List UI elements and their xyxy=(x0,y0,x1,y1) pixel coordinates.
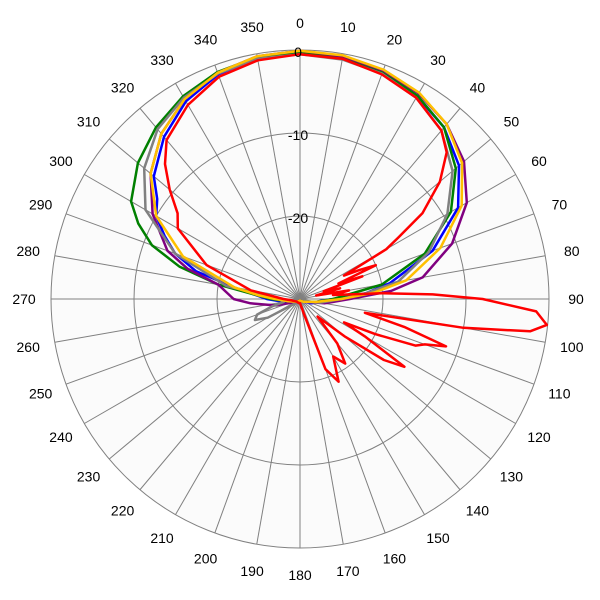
angle-tick-label: 10 xyxy=(340,19,356,35)
grid-spoke xyxy=(108,138,301,300)
angle-tick-label: 260 xyxy=(17,339,41,355)
angle-tick-label: 200 xyxy=(194,550,218,566)
grid-spoke xyxy=(139,298,301,491)
angle-tick-label: 220 xyxy=(111,502,135,518)
angle-tick-label: 90 xyxy=(568,291,584,307)
angle-tick-label: 160 xyxy=(383,550,407,566)
angle-tick-label: 20 xyxy=(387,32,403,48)
grid-spoke xyxy=(299,107,461,300)
angle-tick-label: 70 xyxy=(552,197,568,213)
angle-tick-label: 150 xyxy=(426,530,450,546)
radial-tick-label: -10 xyxy=(288,127,308,143)
grid-spoke xyxy=(299,298,344,545)
grid-spoke xyxy=(256,53,301,300)
series-line xyxy=(149,49,464,304)
grid-spoke xyxy=(214,64,301,300)
grid-spoke xyxy=(54,298,301,343)
angle-tick-label: 290 xyxy=(29,197,53,213)
angle-tick-label: 60 xyxy=(531,153,547,169)
angle-tick-label: 120 xyxy=(527,429,551,445)
grid-spoke xyxy=(299,83,425,300)
angle-tick-label: 210 xyxy=(150,530,174,546)
angle-tick-label: 80 xyxy=(564,243,580,259)
radial-tick-label: 0 xyxy=(294,44,302,60)
angle-tick-label: 300 xyxy=(49,153,73,169)
series-group xyxy=(129,49,549,383)
angle-tick-label: 170 xyxy=(336,563,360,579)
angle-tick-label: 310 xyxy=(77,114,101,130)
angle-tick-label: 100 xyxy=(560,339,584,355)
angle-tick-label: 270 xyxy=(12,291,36,307)
angle-tick-label: 130 xyxy=(500,468,524,484)
angle-tick-label: 40 xyxy=(470,80,486,96)
angle-tick-label: 280 xyxy=(17,243,41,259)
angle-tick-label: 140 xyxy=(466,502,490,518)
grid-spoke xyxy=(299,174,516,300)
angle-tick-label: 330 xyxy=(150,52,174,68)
angle-tick-label: 250 xyxy=(29,385,53,401)
angle-tick-label: 30 xyxy=(430,52,446,68)
angle-tick-label: 190 xyxy=(240,563,264,579)
angle-tick-label: 180 xyxy=(288,567,312,583)
angle-tick-label: 110 xyxy=(548,385,571,401)
series-line xyxy=(142,52,454,322)
grid-spoke xyxy=(84,298,301,424)
grid-spoke xyxy=(175,83,301,300)
grid-spoke xyxy=(84,174,301,300)
grid-spoke xyxy=(108,298,301,460)
angle-tick-label: 350 xyxy=(240,19,264,35)
angle-tick-label: 320 xyxy=(111,80,135,96)
angle-tick-labels: 0 10 20 30 40 50 60 70 80 90 100 110 120 130 140 150 160… xyxy=(12,15,584,583)
grid-spoke xyxy=(175,298,301,515)
series-line xyxy=(163,52,549,383)
grid-spoke xyxy=(214,298,301,534)
grid-spoke xyxy=(299,64,386,300)
radial-tick-label: -20 xyxy=(288,210,308,226)
angle-tick-label: 230 xyxy=(77,468,101,484)
angle-tick-label: 50 xyxy=(504,114,520,130)
grid-spoke xyxy=(256,298,301,545)
angle-tick-label: 0 xyxy=(296,15,304,31)
angle-tick-label: 240 xyxy=(49,429,73,445)
grid-spoke xyxy=(299,298,535,385)
grid-spoke xyxy=(299,298,425,515)
grid-spoke xyxy=(299,298,516,424)
radial-tick-labels: 0 -10 -20 xyxy=(288,44,308,226)
grid-spoke xyxy=(299,53,344,300)
angle-tick-label: 340 xyxy=(194,32,218,48)
